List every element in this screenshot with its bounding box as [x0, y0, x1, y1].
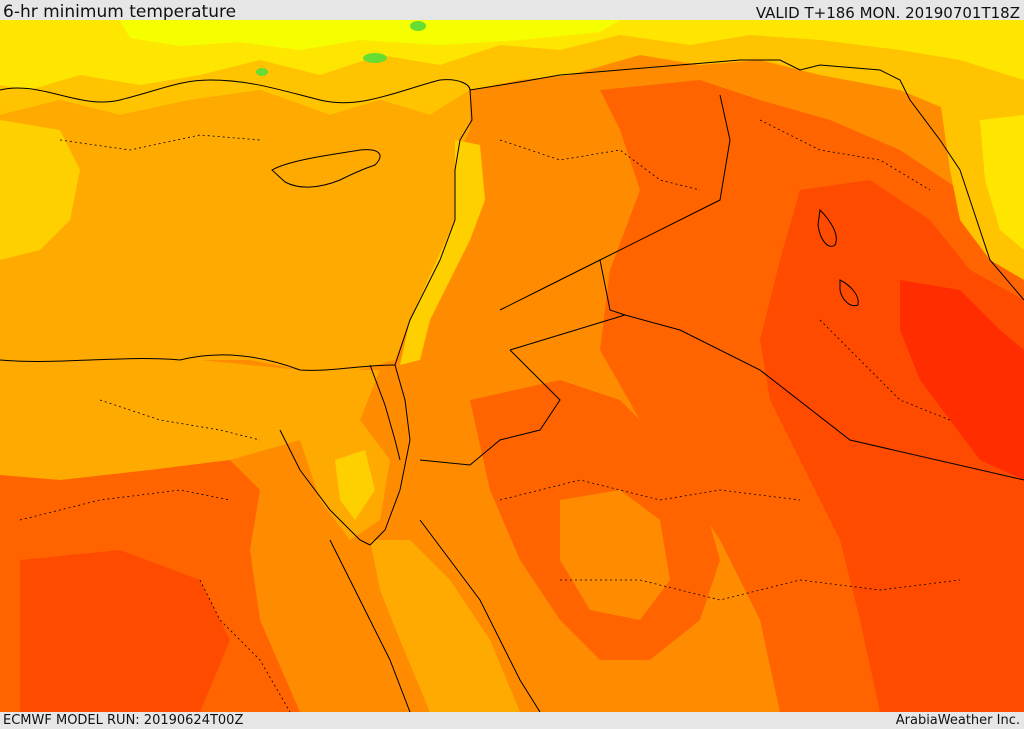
- border-syria-iraq: [499, 94, 731, 311]
- coast-cyprus: [271, 149, 381, 188]
- coast-gulf-aqaba: [369, 364, 411, 546]
- coast-gulf-suez: [279, 429, 371, 546]
- zone-iran-yellow: [980, 115, 1024, 250]
- province-line: [99, 399, 261, 441]
- border-jordan-south: [419, 349, 561, 466]
- zone-cold-spot-2: [363, 53, 387, 63]
- coast-egypt-north: [0, 354, 396, 371]
- border-iraq-saudi: [599, 259, 1024, 481]
- zone-red-sea: [370, 540, 520, 712]
- province-line: [59, 134, 261, 151]
- zone-cold-spot: [410, 21, 426, 31]
- model-run-label: ECMWF MODEL RUN: 20190624T00Z: [3, 713, 244, 728]
- province-line: [19, 489, 231, 521]
- zone-west-yellow: [0, 120, 80, 260]
- border-egypt-israel: [369, 364, 401, 461]
- zone-north-pale-yellow: [120, 20, 620, 50]
- temperature-map[interactable]: [0, 20, 1024, 712]
- credit-label: ArabiaWeather Inc.: [895, 713, 1020, 728]
- border-jordan-saudi: [509, 314, 626, 351]
- coastlines: [0, 79, 859, 712]
- header-bar: 6-hr minimum temperature VALID T+186 MON…: [0, 0, 1024, 22]
- map-canvas: [0, 20, 1024, 712]
- zone-sinai-yellow: [335, 450, 375, 520]
- chart-title: 6-hr minimum temperature: [3, 2, 237, 22]
- coast-red-sea-east: [419, 519, 541, 712]
- coast-lake-milh: [839, 279, 859, 307]
- province-borders: [19, 119, 961, 712]
- country-borders: [369, 59, 1024, 481]
- province-line: [560, 579, 961, 601]
- coast-red-sea-west: [329, 539, 411, 712]
- zone-mediterranean: [0, 90, 470, 375]
- coast-lake-tharthar: [817, 208, 837, 247]
- zone-saudi-orange: [560, 490, 670, 620]
- zone-egypt-coast: [0, 360, 380, 480]
- coast-turkey-south: [0, 79, 471, 104]
- coast-levant: [394, 89, 473, 366]
- province-line: [199, 579, 291, 712]
- province-line: [819, 319, 951, 421]
- zone-iraq-red: [900, 280, 1024, 480]
- zone-cold-spot-3: [256, 68, 268, 76]
- border-turkey-syria-iraq: [469, 59, 1024, 301]
- zone-egypt-south: [20, 550, 230, 712]
- footer-bar: ECMWF MODEL RUN: 20190624T00Z ArabiaWeat…: [0, 712, 1024, 729]
- valid-time-label: VALID T+186 MON. 20190701T18Z: [755, 4, 1020, 22]
